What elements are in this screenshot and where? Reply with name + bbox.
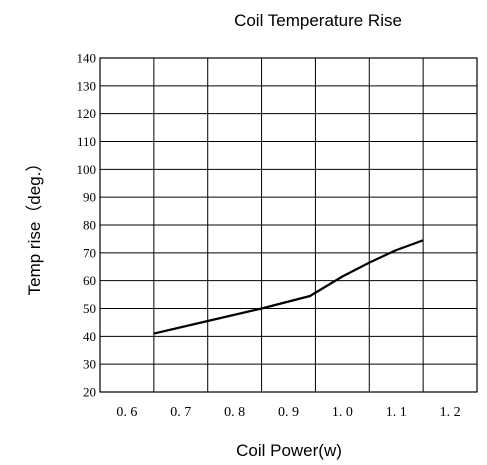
x-tick-label: 0. 9 xyxy=(278,405,299,420)
x-tick-label: 1. 2 xyxy=(440,405,461,420)
x-tick-label: 1. 1 xyxy=(386,405,407,420)
y-axis-ticks: 20 30 40 50 60 70 80 90 100 110 120 130 140 xyxy=(77,51,97,400)
x-axis-ticks: 0. 6 0. 7 0. 8 0. 9 1. 0 1. 1 1. 2 xyxy=(116,405,460,420)
y-tick-label: 80 xyxy=(83,218,96,233)
y-tick-label: 110 xyxy=(77,134,96,149)
x-tick-label: 0. 8 xyxy=(224,405,245,420)
x-tick-label: 1. 0 xyxy=(332,405,353,420)
y-tick-label: 20 xyxy=(83,385,96,400)
y-tick-label: 60 xyxy=(83,273,96,288)
y-tick-label: 90 xyxy=(83,190,96,205)
y-tick-label: 50 xyxy=(83,301,96,316)
plot-frame xyxy=(99,57,478,393)
y-tick-label: 140 xyxy=(77,51,97,66)
grid xyxy=(100,57,477,393)
series-line xyxy=(153,239,424,335)
y-tick-label: 120 xyxy=(77,106,97,121)
y-tick-label: 100 xyxy=(77,162,97,177)
x-axis-label: Coil Power(w) xyxy=(236,441,342,460)
y-tick-label: 30 xyxy=(83,357,96,372)
x-tick-label: 0. 6 xyxy=(116,405,137,420)
y-tick-label: 40 xyxy=(83,329,96,344)
y-axis-label: Temp rise（deg.） xyxy=(25,155,44,296)
y-tick-label: 70 xyxy=(83,245,96,260)
series-layer xyxy=(153,239,424,335)
chart-title: Coil Temperature Rise xyxy=(234,11,402,30)
x-tick-label: 0. 7 xyxy=(170,405,191,420)
y-tick-label: 130 xyxy=(77,78,97,93)
